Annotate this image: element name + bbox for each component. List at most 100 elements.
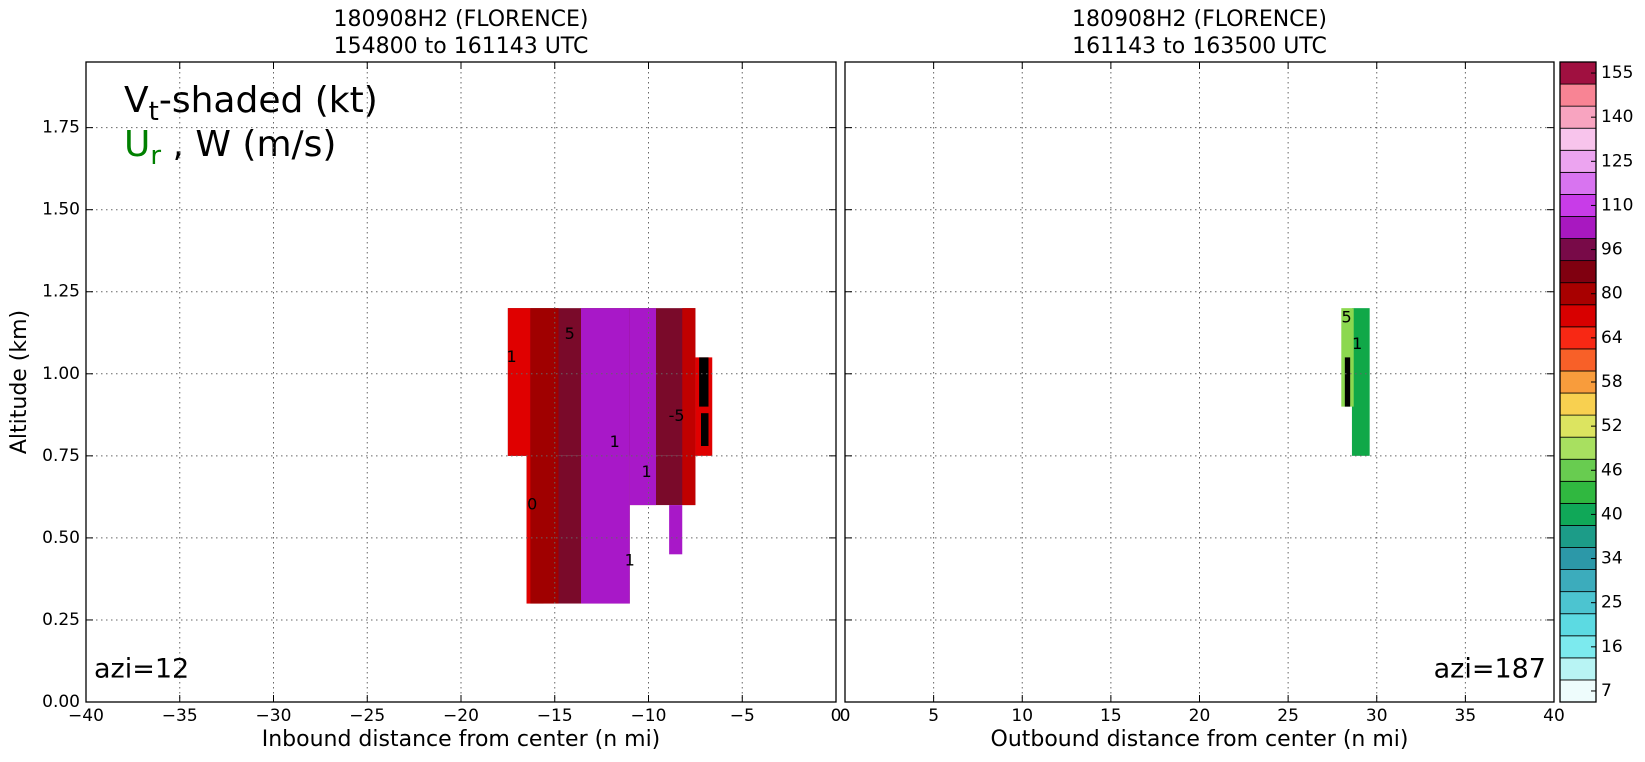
contour-label: 5 <box>565 324 575 343</box>
shaded-region <box>701 413 709 446</box>
shaded-region <box>1344 357 1351 407</box>
y-tick-label: 0.75 <box>42 446 80 466</box>
legend-line: Vt-shaded (kt) <box>124 80 378 127</box>
legend-text: , W (m/s) <box>161 124 336 165</box>
shaded-region <box>699 357 709 407</box>
y-tick-label: 1.00 <box>42 364 80 384</box>
shaded-region <box>629 308 656 506</box>
contour-label: 5 <box>1342 308 1352 327</box>
shaded-region <box>669 505 683 555</box>
colorbar-swatch <box>1559 591 1597 615</box>
y-tick-label: 1.75 <box>42 118 80 138</box>
colorbar-swatch <box>1559 569 1597 593</box>
legend-text: V <box>124 80 149 121</box>
plot-frame <box>844 61 1555 703</box>
y-tick-label: 0.25 <box>42 610 80 630</box>
chart-title: 180908H2 (FLORENCE) <box>333 7 588 32</box>
colorbar-tick-label: 16 <box>1601 637 1623 657</box>
chart-title: 161143 to 163500 UTC <box>1072 34 1327 59</box>
colorbar-tick-label: 125 <box>1601 151 1633 171</box>
contour-label: 1 <box>642 462 652 481</box>
shaded-region <box>507 308 531 456</box>
colorbar-swatch <box>1559 326 1597 350</box>
contour-label: -5 <box>669 406 685 425</box>
colorbar-tick-label: 25 <box>1601 593 1623 613</box>
colorbar-swatch <box>1559 613 1597 637</box>
x-tick-label: 15 <box>1100 706 1122 726</box>
contour-label: 1 <box>507 347 517 366</box>
colorbar-tick-label: 40 <box>1601 504 1623 524</box>
y-tick-label: 1.50 <box>42 200 80 220</box>
colorbar-swatch <box>1559 260 1597 284</box>
x-tick-label: −35 <box>162 706 198 726</box>
colorbar-swatch <box>1559 238 1597 262</box>
x-tick-label: 5 <box>928 706 939 726</box>
x-tick-label: −10 <box>631 706 667 726</box>
legend-text: U <box>124 124 150 165</box>
plot-frame <box>85 61 837 703</box>
x-tick-label: 40 <box>1543 706 1565 726</box>
y-tick-label: 0.50 <box>42 528 80 548</box>
colorbar-swatch <box>1559 61 1597 85</box>
y-axis-label: Altitude (km) <box>7 310 32 454</box>
colorbar-swatch <box>1559 127 1597 151</box>
colorbar-tick-label: 140 <box>1601 107 1633 127</box>
colorbar-swatch <box>1559 414 1597 438</box>
colorbar-swatch <box>1559 525 1597 548</box>
y-tick-label: 1.25 <box>42 282 80 302</box>
x-tick-label: 0 <box>831 706 842 726</box>
colorbar-swatch <box>1559 282 1597 306</box>
colorbar-swatch <box>1559 105 1597 129</box>
colorbar-tick-label: 96 <box>1601 240 1623 260</box>
x-tick-label: −25 <box>349 706 385 726</box>
chart-title: 154800 to 161143 UTC <box>334 34 589 59</box>
colorbar-swatch <box>1559 635 1597 659</box>
colorbar-frame <box>1559 61 1597 703</box>
x-tick-label: 30 <box>1366 706 1388 726</box>
colorbar-swatch <box>1559 458 1597 482</box>
x-tick-label: 25 <box>1277 706 1299 726</box>
x-axis-label: Outbound distance from center (n mi) <box>991 727 1409 752</box>
legend-text: t <box>149 97 159 127</box>
x-axis-label: Inbound distance from center (n mi) <box>262 727 661 752</box>
x-tick-label: −20 <box>443 706 479 726</box>
y-tick-label: 0.00 <box>42 692 80 712</box>
legend-text: -shaded (kt) <box>159 80 378 121</box>
annotation: azi=187 <box>1434 654 1546 685</box>
colorbar-swatch <box>1559 304 1597 328</box>
contour-label: 1 <box>1352 334 1362 353</box>
colorbar-tick-label: 52 <box>1601 416 1623 436</box>
colorbar-swatch <box>1559 370 1597 394</box>
colorbar-swatch <box>1559 547 1597 570</box>
colorbar-tick-label: 110 <box>1601 195 1633 215</box>
legend-text: r <box>150 141 161 171</box>
colorbar-swatch <box>1559 502 1597 526</box>
contour-label: 0 <box>527 495 537 514</box>
legend-line: Ur , W (m/s) <box>124 124 336 171</box>
colorbar-swatch <box>1559 194 1597 217</box>
x-tick-label: 35 <box>1455 706 1477 726</box>
x-tick-label: 20 <box>1189 706 1211 726</box>
colorbar-tick-label: 7 <box>1601 681 1612 701</box>
x-tick-label: 10 <box>1011 706 1033 726</box>
annotation: azi=12 <box>94 654 189 685</box>
colorbar-tick-label: 46 <box>1601 460 1623 480</box>
contour-label: 1 <box>625 550 635 569</box>
x-tick-label: −30 <box>256 706 292 726</box>
colorbar-swatch <box>1559 83 1597 107</box>
colorbar-tick-label: 34 <box>1601 549 1623 569</box>
x-tick-label: 0 <box>840 706 851 726</box>
shaded-region <box>530 308 559 604</box>
x-tick-label: −40 <box>68 706 104 726</box>
colorbar-tick-label: 155 <box>1601 63 1633 83</box>
colorbar-tick-label: 58 <box>1601 372 1623 392</box>
colorbar-swatch <box>1559 348 1597 372</box>
colorbar-swatch <box>1559 392 1597 416</box>
shaded-region <box>1351 308 1370 456</box>
colorbar-swatch <box>1559 480 1597 504</box>
colorbar-swatch <box>1559 436 1597 460</box>
colorbar-swatch <box>1559 171 1597 195</box>
colorbar-tick-label: 64 <box>1601 328 1623 348</box>
chart-title: 180908H2 (FLORENCE) <box>1072 7 1327 32</box>
